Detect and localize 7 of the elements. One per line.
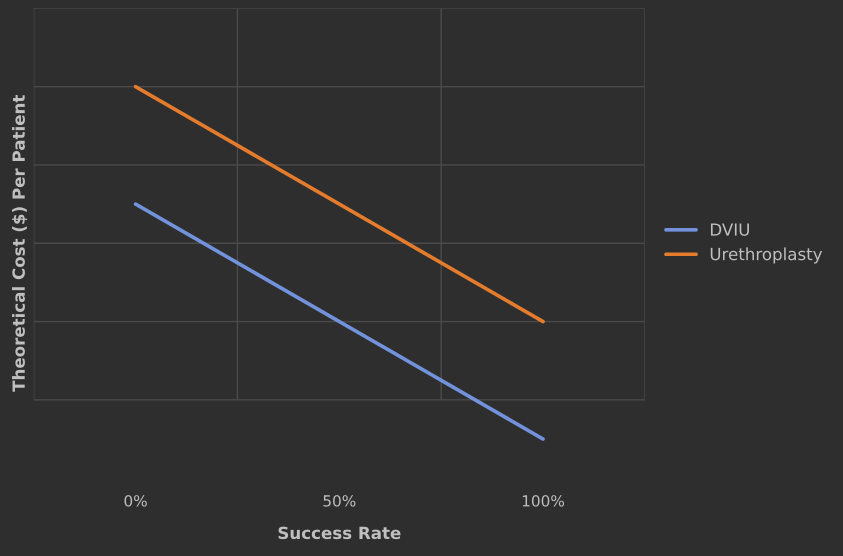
x-axis-title: Success Rate xyxy=(278,526,400,540)
legend-label: DVIU xyxy=(710,223,749,236)
x-tick-label: 100% xyxy=(522,495,564,507)
y-axis-title: Theoretical Cost ($) Per Patient xyxy=(12,95,28,392)
legend-label: Urethroplasty xyxy=(710,247,822,264)
x-tick-label: 0% xyxy=(124,495,147,507)
x-tick-label: 50% xyxy=(324,495,356,507)
